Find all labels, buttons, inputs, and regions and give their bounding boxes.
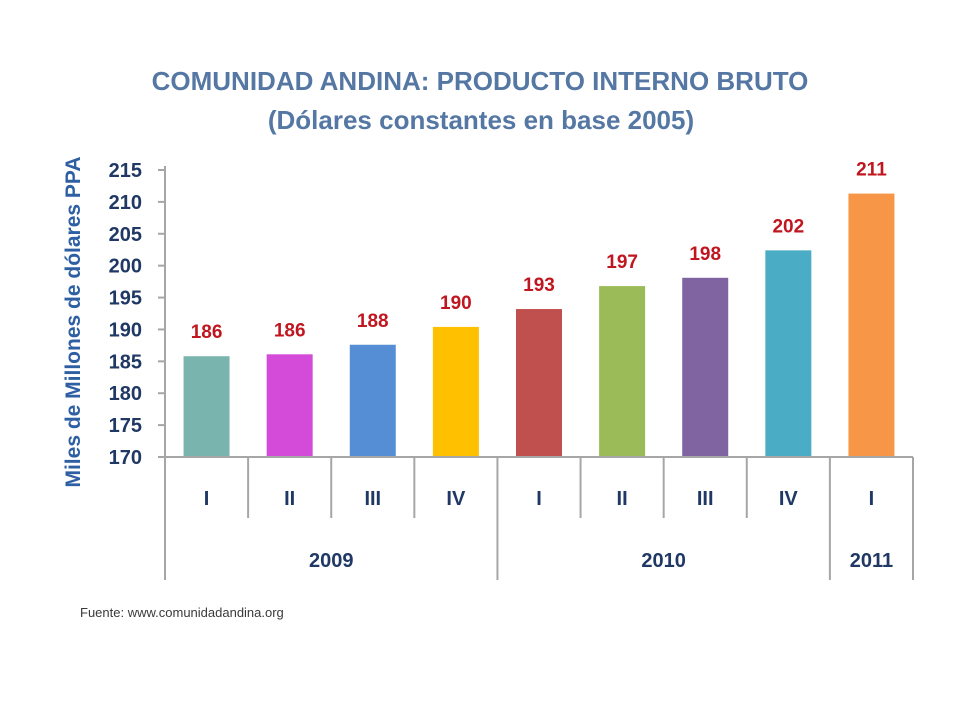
x-category-label: I	[869, 488, 875, 510]
x-year-label: 2011	[850, 550, 893, 572]
y-tick-label: 170	[109, 447, 142, 469]
data-label: 211	[856, 160, 887, 181]
x-category-label: III	[364, 488, 381, 510]
data-label: 193	[523, 275, 555, 296]
data-label: 186	[274, 320, 306, 341]
chart-title: COMUNIDAD ANDINA: PRODUCTO INTERNO BRUTO	[152, 66, 809, 96]
y-axis-title: Miles de Millones de dólares PPA	[62, 156, 85, 487]
y-tick-label: 185	[109, 351, 142, 373]
data-label: 202	[772, 216, 804, 237]
y-tick-label: 215	[109, 160, 142, 182]
y-tick-label: 210	[109, 192, 142, 214]
x-year-label: 2010	[641, 550, 686, 572]
y-tick-label: 175	[109, 415, 142, 437]
data-label: 188	[357, 311, 389, 332]
x-category-label: III	[697, 488, 714, 510]
data-label: 190	[440, 293, 472, 314]
data-label: 186	[191, 322, 223, 343]
x-category-label: IV	[779, 488, 799, 510]
data-label: 197	[606, 252, 638, 273]
x-category-label: II	[617, 488, 628, 510]
bar	[516, 309, 562, 457]
bar	[432, 326, 479, 457]
x-category-label: II	[284, 488, 295, 510]
bar	[765, 250, 812, 457]
data-label: 198	[689, 244, 721, 265]
bar	[349, 344, 396, 457]
x-category-label: I	[536, 488, 542, 510]
y-tick-label: 200	[109, 256, 142, 278]
bar	[599, 286, 646, 457]
bar	[848, 193, 895, 457]
bar	[183, 356, 230, 457]
y-tick-label: 180	[109, 383, 142, 405]
y-tick-label: 205	[109, 224, 142, 246]
y-axis: 170 175 180 185 190 195 200 205 210 215	[109, 160, 166, 580]
x-category-label: IV	[446, 488, 466, 510]
bar	[266, 354, 313, 457]
x-year-label: 2009	[309, 550, 354, 572]
bar	[682, 277, 729, 457]
y-tick-label: 190	[109, 319, 142, 341]
data-labels: 186 186 188 190 193 197 198 202 211	[191, 160, 887, 344]
chart-subtitle: (Dólares constantes en base 2005)	[268, 105, 694, 135]
source-note: Fuente: www.comunidadandina.org	[80, 605, 284, 620]
y-tick-label: 195	[109, 288, 142, 310]
bars	[183, 193, 895, 457]
x-category-label: I	[204, 488, 210, 510]
